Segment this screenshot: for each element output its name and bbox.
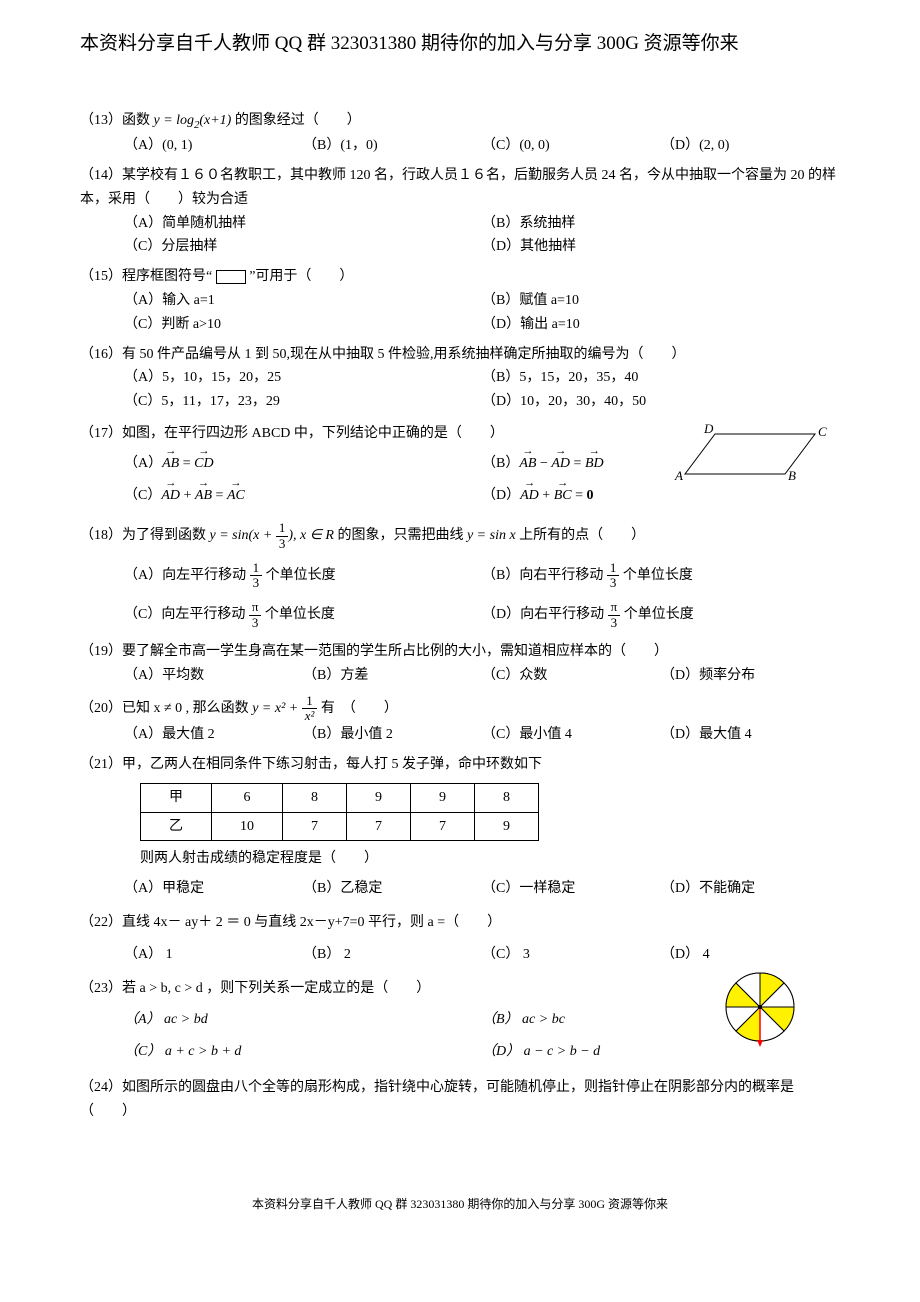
q18-opt-b: （B）向右平行移动 13 个单位长度 — [482, 561, 840, 591]
rectangle-symbol-icon — [216, 270, 246, 284]
question-22: （22）直线 4x－ ay＋ 2 ＝ 0 与直线 2x－y+7=0 平行，则 a… — [80, 911, 840, 967]
q18-opt-d: （D）向右平行移动 π3 个单位长度 — [482, 600, 840, 630]
q24-stem: （24）如图所示的圆盘由八个全等的扇形构成，指针绕中心旋转，可能随机停止，则指针… — [80, 1076, 840, 1124]
q22-opt-b: （B） 2 — [303, 943, 482, 967]
vertex-b: B — [788, 468, 796, 483]
q14-opt-d: （D）其他抽样 — [482, 235, 840, 259]
q21-opt-b: （B）乙稳定 — [303, 877, 482, 901]
q15-opt-d: （D）输出 a=10 — [482, 313, 840, 337]
q20-stem: （20）已知 x ≠ 0 , 那么函数 y = x² + 1x² 有 （ ） — [80, 694, 840, 724]
table-row: 乙 10 7 7 7 9 — [141, 812, 539, 841]
question-16: （16）有 50 件产品编号从 1 到 50,现在从中抽取 5 件检验,用系统抽… — [80, 343, 840, 414]
cell: 乙 — [141, 812, 212, 841]
q14-opt-a: （A）简单随机抽样 — [124, 212, 482, 236]
q17-opt-a: （A）AB = CD — [124, 452, 482, 476]
frac-num: 1 — [276, 521, 289, 536]
q13-opt-b: （B）(1，0) — [303, 134, 482, 158]
question-23: （23）若 a > b, c > d ，则下列关系一定成立的是（ ） （A） a… — [80, 977, 840, 1064]
question-19: （19）要了解全市高一学生身高在某一范围的学生所占比例的大小，需知道相应样本的（… — [80, 640, 840, 688]
question-15: （15）程序框图符号“ ”可用于（ ） （A）输入 a=1 （B）赋值 a=10… — [80, 265, 840, 336]
page-header: 本资料分享自千人教师 QQ 群 323031380 期待你的加入与分享 300G… — [80, 30, 840, 59]
q22-stem: （22）直线 4x－ ay＋ 2 ＝ 0 与直线 2x－y+7=0 平行，则 a… — [80, 911, 840, 935]
cell: 7 — [347, 812, 411, 841]
q13-opt-c: （C）(0, 0) — [482, 134, 661, 158]
q19-opt-b: （B）方差 — [303, 664, 482, 688]
q14-stem: （14）某学校有１６０名教职工，其中教师 120 名，行政人员１６名，后勤服务人… — [80, 164, 840, 212]
q21-opt-d: （D）不能确定 — [661, 877, 840, 901]
q20-opt-b: （B）最小值 2 — [303, 723, 482, 747]
q19-opt-d: （D）频率分布 — [661, 664, 840, 688]
cell: 8 — [283, 783, 347, 812]
cell: 10 — [212, 812, 283, 841]
q20-opt-d: （D）最大值 4 — [661, 723, 840, 747]
q15-opt-b: （B）赋值 a=10 — [482, 289, 840, 313]
q16-opt-d: （D）10，20，30，40，50 — [482, 390, 840, 414]
q13-stem-post: 的图象经过（ ） — [231, 113, 361, 128]
q22-opt-a: （A） 1 — [124, 943, 303, 967]
q13-opt-a: （A）(0, 1) — [124, 134, 303, 158]
q13-math: y = log2(x+1) — [154, 113, 232, 128]
q18-opt-a: （A）向左平行移动 13 个单位长度 — [124, 561, 482, 591]
vertex-a: A — [674, 468, 683, 483]
cell: 7 — [283, 812, 347, 841]
q22-opt-c: （C） 3 — [482, 943, 661, 967]
q18-stem: （18）为了得到函数 y = sin(x + 13), x ∈ R 的图象，只需… — [80, 521, 840, 551]
pie-icon — [720, 967, 800, 1047]
question-24: （24）如图所示的圆盘由八个全等的扇形构成，指针绕中心旋转，可能随机停止，则指针… — [80, 1076, 840, 1124]
parallelogram-icon: A B C D — [660, 422, 840, 492]
page-footer: 本资料分享自千人教师 QQ 群 323031380 期待你的加入与分享 300G… — [80, 1194, 840, 1214]
q23-opt-a: （A） ac > bd — [124, 1008, 482, 1032]
q20-opt-c: （C）最小值 4 — [482, 723, 661, 747]
q16-opt-a: （A）5，10，15，20，25 — [124, 366, 482, 390]
cell: 9 — [475, 812, 539, 841]
q21-post: 则两人射击成绩的稳定程度是（ ） — [80, 847, 840, 871]
q21-table: 甲 6 8 9 9 8 乙 10 7 7 7 9 — [140, 783, 539, 842]
cell: 9 — [347, 783, 411, 812]
q21-opt-a: （A）甲稳定 — [124, 877, 303, 901]
question-20: （20）已知 x ≠ 0 , 那么函数 y = x² + 1x² 有 （ ） （… — [80, 694, 840, 747]
q16-opt-c: （C）5，11，17，23，29 — [124, 390, 482, 414]
parallelogram-figure: A B C D — [660, 422, 840, 492]
q18-pre: （18）为了得到函数 — [80, 528, 210, 543]
question-14: （14）某学校有１６０名教职工，其中教师 120 名，行政人员１６名，后勤服务人… — [80, 164, 840, 259]
question-13: （13）函数 y = log2(x+1) 的图象经过（ ） （A）(0, 1) … — [80, 109, 840, 158]
q19-opt-c: （C）众数 — [482, 664, 661, 688]
q23-opt-c: （C） a + c > b + d — [124, 1040, 482, 1064]
question-21: （21）甲，乙两人在相同条件下练习射击，每人打 5 发子弹，命中环数如下 甲 6… — [80, 753, 840, 901]
frac-den: 3 — [276, 537, 289, 551]
q18-opt-c: （C）向左平行移动 π3 个单位长度 — [124, 600, 482, 630]
q17-opt-c: （C）AD + AB = AC — [124, 484, 482, 508]
q19-stem: （19）要了解全市高一学生身高在某一范围的学生所占比例的大小，需知道相应样本的（… — [80, 640, 840, 664]
q13-stem-pre: （13）函数 — [80, 113, 154, 128]
question-17: （17）如图，在平行四边形 ABCD 中，下列结论中正确的是（ ） A B C … — [80, 422, 840, 507]
q22-opt-d: （D） 4 — [661, 943, 840, 967]
q14-opt-b: （B）系统抽样 — [482, 212, 840, 236]
q16-opt-b: （B）5，15，20，35，40 — [482, 366, 840, 390]
cell: 6 — [212, 783, 283, 812]
q15-opt-a: （A）输入 a=1 — [124, 289, 482, 313]
q21-stem: （21）甲，乙两人在相同条件下练习射击，每人打 5 发子弹，命中环数如下 — [80, 753, 840, 777]
question-18: （18）为了得到函数 y = sin(x + 13), x ∈ R 的图象，只需… — [80, 521, 840, 630]
q15-stem-pre: （15）程序框图符号“ — [80, 269, 216, 284]
q15-stem-post: ”可用于（ ） — [246, 269, 354, 284]
q14-opt-c: （C）分层抽样 — [124, 235, 482, 259]
q19-opt-a: （A）平均数 — [124, 664, 303, 688]
cell: 甲 — [141, 783, 212, 812]
cell: 9 — [411, 783, 475, 812]
cell: 7 — [411, 812, 475, 841]
cell: 8 — [475, 783, 539, 812]
q15-opt-c: （C）判断 a>10 — [124, 313, 482, 337]
q21-opt-c: （C）一样稳定 — [482, 877, 661, 901]
q20-opt-a: （A）最大值 2 — [124, 723, 303, 747]
vertex-d: D — [703, 422, 714, 436]
table-row: 甲 6 8 9 9 8 — [141, 783, 539, 812]
pie-figure — [720, 967, 800, 1056]
q13-opt-d: （D）(2, 0) — [661, 134, 840, 158]
vertex-c: C — [818, 424, 827, 439]
q16-stem: （16）有 50 件产品编号从 1 到 50,现在从中抽取 5 件检验,用系统抽… — [80, 343, 840, 367]
q18-mid2: 的图象，只需把曲线 y = sin x 上所有的点（ ） — [334, 528, 645, 543]
